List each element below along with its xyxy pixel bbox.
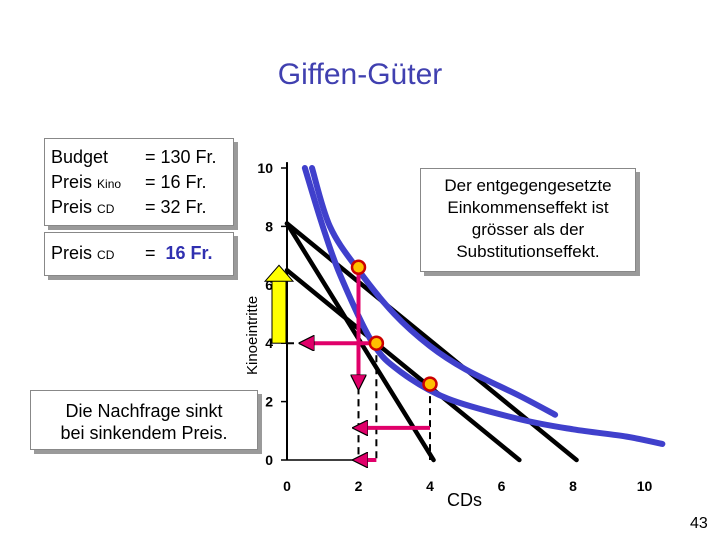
x-tick-label: 4 xyxy=(426,478,434,494)
new-cd-price-value: 16 Fr. xyxy=(165,243,213,263)
preis-word: Preis xyxy=(51,197,93,217)
kino-price-label: Preis Kino xyxy=(51,172,145,193)
note-line: grösser als der xyxy=(471,220,585,239)
demand-text: Die Nachfrage sinkt bei sinkendem Preis. xyxy=(31,400,257,444)
y-axis-label: Kinoeintritte xyxy=(244,295,261,375)
cd-price-label: Preis CD xyxy=(51,197,145,218)
note-text: Der entgegengesetzte Einkommenseffekt is… xyxy=(421,175,635,263)
y-tick-label: 0 xyxy=(265,452,273,468)
y-tick-label: 8 xyxy=(265,218,273,234)
note-line: Der entgegengesetzte xyxy=(444,176,612,195)
preis-word: Preis xyxy=(51,172,93,192)
x-tick-label: 8 xyxy=(569,478,577,494)
demand-line: Die Nachfrage sinkt xyxy=(65,401,223,421)
budget-value: = 130 Fr. xyxy=(145,147,217,167)
note-line: Einkommenseffekt ist xyxy=(447,198,609,217)
note-line: Substitutionseffekt. xyxy=(456,242,600,261)
indifference-curve xyxy=(309,165,559,418)
budget-row: Budget = 130 Fr. xyxy=(51,147,217,168)
new-cd-price-row: Preis CD = 16 Fr. xyxy=(51,243,213,264)
cd-price-value: = 32 Fr. xyxy=(145,197,207,217)
y-tick-label: 2 xyxy=(265,394,273,410)
kino-subscript: Kino xyxy=(97,177,122,191)
budget-label: Budget xyxy=(51,147,109,167)
budget-line xyxy=(284,267,522,463)
x-tick-label: 0 xyxy=(283,478,291,494)
note-box: Der entgegengesetzte Einkommenseffekt is… xyxy=(420,168,636,272)
optimum-point xyxy=(422,376,438,392)
kino-price-value: = 16 Fr. xyxy=(145,172,207,192)
page-number: 43 xyxy=(690,515,708,532)
cd-price-row: Preis CD = 32 Fr. xyxy=(51,197,207,218)
optimum-point xyxy=(350,259,367,276)
cd-subscript: CD xyxy=(97,202,115,216)
demand-box: Die Nachfrage sinkt bei sinkendem Preis. xyxy=(30,390,258,450)
budget-box: Budget = 130 Fr. Preis Kino = 16 Fr. Preis… xyxy=(44,138,234,226)
arrow-yellow-shaft xyxy=(271,276,287,344)
y-tick-label: 10 xyxy=(257,160,273,176)
cd-subscript: CD xyxy=(97,248,115,262)
arrow-yellow-head xyxy=(263,264,295,282)
preis-word: Preis xyxy=(51,243,93,263)
equals-sign: = xyxy=(145,243,156,263)
indifference-curve xyxy=(301,165,666,447)
x-tick-label: 6 xyxy=(498,478,506,494)
demand-line: bei sinkendem Preis. xyxy=(60,423,228,443)
y-tick-label: 6 xyxy=(265,277,273,293)
x-tick-label: 2 xyxy=(355,478,363,494)
kino-price-row: Preis Kino = 16 Fr. xyxy=(51,172,207,193)
optimum-point xyxy=(368,335,385,351)
y-tick-label: 4 xyxy=(265,335,273,351)
new-cd-price-box: Preis CD = 16 Fr. xyxy=(44,232,234,276)
x-axis-label: CDs xyxy=(447,490,482,510)
x-tick-label: 10 xyxy=(637,478,653,494)
slide-title: Giffen-Güter xyxy=(277,58,443,91)
